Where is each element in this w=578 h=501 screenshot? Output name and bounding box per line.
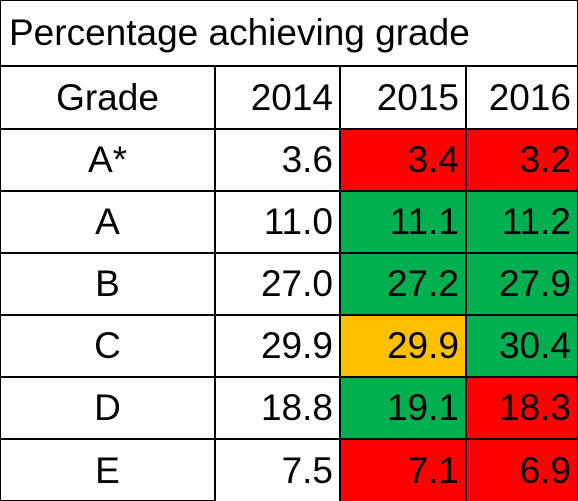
grade-cell: A* [1, 128, 216, 192]
grade-cell: B [1, 252, 216, 316]
header-row: Grade 2014 2015 2016 [1, 67, 577, 130]
grid-body: A* 3.6 3.4 3.2 A 11.0 11.1 11.2 B 27.0 27.2 27.9 C 29… [1, 128, 577, 501]
value-cell-2014: 11.0 [214, 190, 341, 254]
grade-cell: D [1, 376, 216, 440]
value-cell-2016: 11.2 [465, 190, 577, 254]
value-cell-2015: 7.1 [339, 438, 467, 501]
grade-grid: Grade 2014 2015 2016 A* 3.6 3.4 3.2 A 11.0 11.… [1, 67, 577, 501]
value-cell-2016: 30.4 [465, 314, 577, 378]
value-cell-2014: 7.5 [214, 438, 341, 501]
value-cell-2016: 18.3 [465, 376, 577, 440]
value-cell-2015: 3.4 [339, 128, 467, 192]
table-row: D 18.8 19.1 18.3 [1, 376, 577, 440]
table-row: A 11.0 11.1 11.2 [1, 190, 577, 254]
table-row: C 29.9 29.9 30.4 [1, 314, 577, 378]
value-cell-2014: 29.9 [214, 314, 341, 378]
value-cell-2014: 27.0 [214, 252, 341, 316]
value-cell-2016: 3.2 [465, 128, 577, 192]
table-title: Percentage achieving grade [1, 1, 577, 67]
header-2014: 2014 [214, 67, 341, 130]
value-cell-2016: 27.9 [465, 252, 577, 316]
header-2016: 2016 [465, 67, 577, 130]
grade-cell: C [1, 314, 216, 378]
value-cell-2014: 3.6 [214, 128, 341, 192]
table-row: E 7.5 7.1 6.9 [1, 438, 577, 501]
header-grade: Grade [1, 67, 216, 130]
grade-cell: A [1, 190, 216, 254]
table-row: A* 3.6 3.4 3.2 [1, 128, 577, 192]
value-cell-2014: 18.8 [214, 376, 341, 440]
header-2015: 2015 [339, 67, 467, 130]
table-row: B 27.0 27.2 27.9 [1, 252, 577, 316]
value-cell-2015: 11.1 [339, 190, 467, 254]
value-cell-2016: 6.9 [465, 438, 577, 501]
value-cell-2015: 29.9 [339, 314, 467, 378]
grade-cell: E [1, 438, 216, 501]
value-cell-2015: 19.1 [339, 376, 467, 440]
value-cell-2015: 27.2 [339, 252, 467, 316]
